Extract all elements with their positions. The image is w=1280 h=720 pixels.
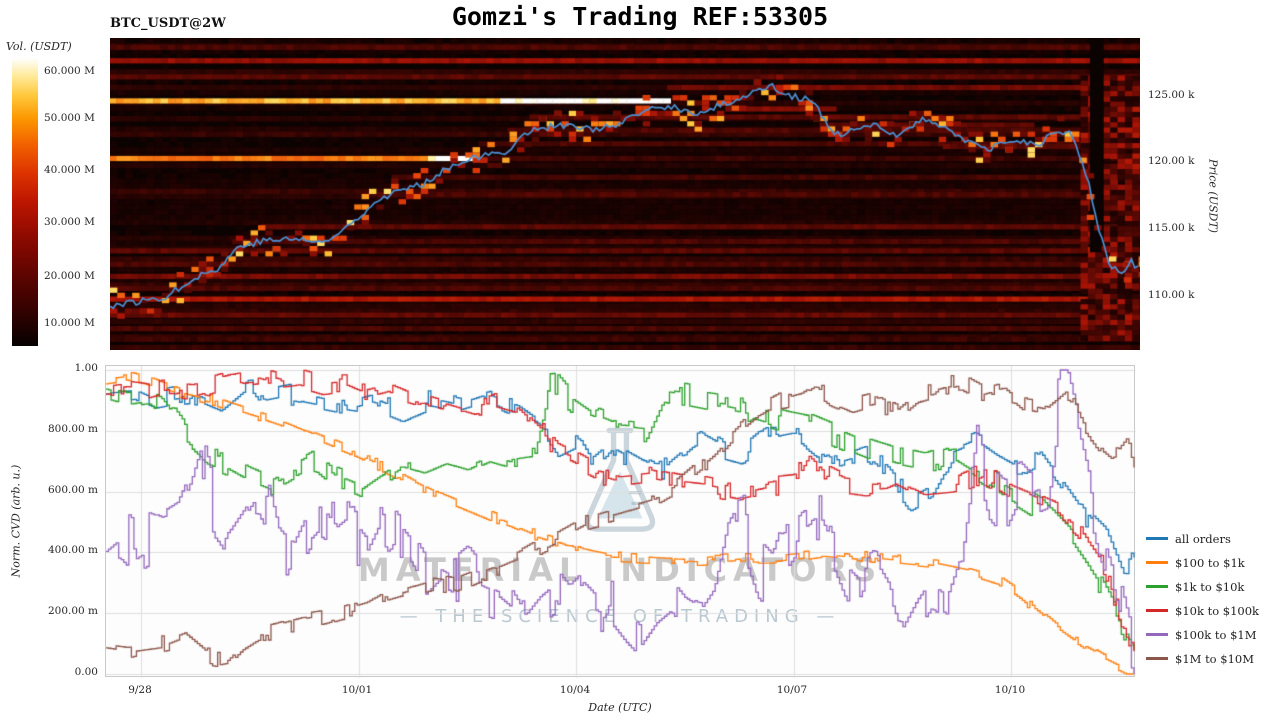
cvd-ytick: 1.00 xyxy=(74,362,98,374)
legend-item: $1k to $10k xyxy=(1146,579,1259,594)
volume-colorbar xyxy=(12,58,38,346)
legend-item: $100 to $1k xyxy=(1146,555,1259,570)
legend-label: $1M to $10M xyxy=(1175,651,1254,666)
colorbar-tick: 60.000 M xyxy=(44,65,95,77)
date-tick: 10/10 xyxy=(994,684,1026,696)
page-title: Gomzi's Trading REF:53305 xyxy=(451,2,829,31)
legend-swatch xyxy=(1146,657,1168,660)
cvd-ytick: 0.00 xyxy=(74,666,98,678)
legend-swatch xyxy=(1146,537,1168,540)
date-axis-label: Date (UTC) xyxy=(588,701,652,714)
colorbar-tick: 50.000 M xyxy=(44,112,95,124)
price-tick: 125.00 k xyxy=(1148,89,1195,101)
colorbar-axis-label: Vol. (USDT) xyxy=(6,40,72,53)
cvd-chart xyxy=(106,366,1136,678)
date-tick: 10/07 xyxy=(776,684,808,696)
cvd-ytick: 200.00 m xyxy=(47,605,98,617)
colorbar-tick: 10.000 M xyxy=(44,317,95,329)
legend-label: $100 to $1k xyxy=(1175,555,1245,570)
price-tick: 110.00 k xyxy=(1148,289,1195,301)
legend-swatch xyxy=(1146,609,1168,612)
price-tick: 120.00 k xyxy=(1148,155,1195,167)
legend-item: $10k to $100k xyxy=(1146,603,1259,618)
legend-label: $1k to $10k xyxy=(1175,579,1245,594)
symbol-label: BTC_USDT@2W xyxy=(110,16,226,31)
cvd-ytick: 400.00 m xyxy=(47,544,98,556)
cvd-ytick: 800.00 m xyxy=(47,423,98,435)
legend-item: all orders xyxy=(1146,531,1259,546)
legend-swatch xyxy=(1146,633,1168,636)
date-tick: 10/04 xyxy=(559,684,591,696)
colorbar-tick: 30.000 M xyxy=(44,216,95,228)
legend-item: $1M to $10M xyxy=(1146,651,1259,666)
legend: all orders $100 to $1k $1k to $10k $10k … xyxy=(1146,531,1259,666)
price-tick: 115.00 k xyxy=(1148,222,1195,234)
legend-label: $10k to $100k xyxy=(1175,603,1260,618)
legend-swatch xyxy=(1146,585,1168,588)
legend-label: $100k to $1M xyxy=(1175,627,1257,642)
date-tick: 9/28 xyxy=(128,684,152,696)
legend-swatch xyxy=(1146,561,1168,564)
legend-label: all orders xyxy=(1175,531,1231,546)
price-axis-label: Price (USDT) xyxy=(1206,159,1220,233)
colorbar-tick: 40.000 M xyxy=(44,164,95,176)
cvd-ytick: 600.00 m xyxy=(47,484,98,496)
cvd-plot-area: MATERIAL INDICATORS — THE SCIENCE OF TRA… xyxy=(105,365,1136,678)
legend-item: $100k to $1M xyxy=(1146,627,1259,642)
cvd-axis-label: Norm. CVD (arb. u.) xyxy=(9,464,23,578)
colorbar-tick: 20.000 M xyxy=(44,270,95,282)
date-tick: 10/01 xyxy=(341,684,373,696)
price-volume-heatmap xyxy=(110,38,1140,350)
